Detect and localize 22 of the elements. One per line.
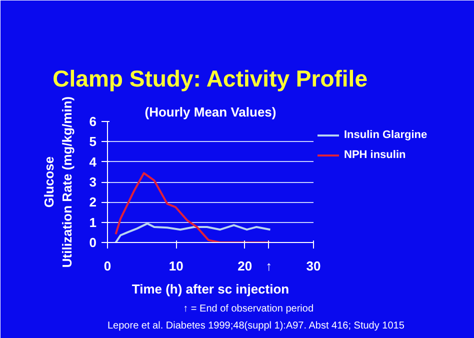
y-tick-label: 3	[89, 174, 97, 190]
x-tick-label: 20	[238, 258, 252, 274]
x-axis-title: Time (h) after sc injection	[132, 282, 290, 296]
text: ↑ = End of observation period	[183, 304, 314, 314]
chart-subtitle: (Hourly Mean Values)	[144, 104, 276, 120]
y-axis-title: Glucose Utilization Rate (mg/kg/min)	[41, 96, 74, 268]
y-tick-label: 2	[89, 194, 97, 210]
x-tick-label: 0	[104, 258, 112, 274]
y-tick-label: 0	[89, 235, 97, 250]
annotation: ↑	[266, 258, 272, 274]
x-tick-label: 10	[168, 258, 184, 274]
line-series	[114, 172, 272, 242]
chart-title: Clamp Study: Activity Profile	[52, 66, 368, 92]
y-tick-label: 4	[89, 154, 98, 170]
y-tick-label: 1	[89, 214, 97, 230]
legend-label: Insulin Glargine	[344, 129, 428, 141]
y-tick-label: 6	[89, 114, 97, 129]
text: Lepore et al. Diabetes 1999;48(suppl 1):A97. Abst 416; Study 1015	[108, 320, 405, 332]
x-tick-label: 30	[306, 258, 321, 274]
line-series	[114, 222, 272, 242]
y-tick-label: 5	[89, 134, 97, 150]
legend-label: NPH insulin	[344, 149, 406, 161]
